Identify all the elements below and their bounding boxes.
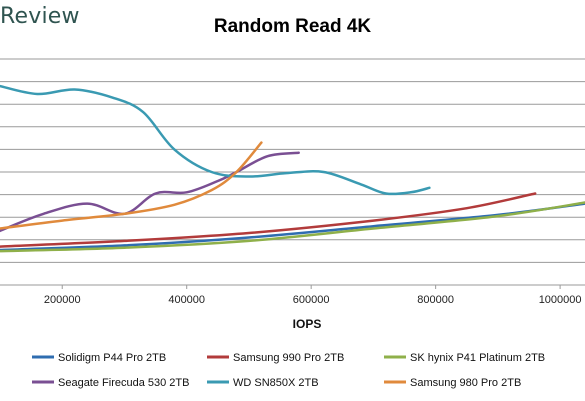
legend: Solidigm P44 Pro 2TB Samsung 990 Pro 2TB S… [32,352,545,389]
series-line-4 [0,151,300,233]
x-tick-label: 200000 [44,294,81,306]
legend-label: Seagate Firecuda 530 2TB [58,377,189,389]
legend-label: Samsung 990 Pro 2TB [233,352,344,364]
x-tick-label: 600000 [293,294,330,306]
x-tick-label: 800000 [417,294,454,306]
x-tick-labels: 200000 400000 600000 800000 1000000 [44,285,582,306]
series-lines [0,84,585,253]
legend-label: WD SN850X 2TB [233,377,319,389]
x-axis-title: IOPS [293,317,322,331]
chart-title: Random Read 4K [213,16,372,37]
x-tick-label: 1000000 [539,294,582,306]
brand-logo-text: Review [0,4,80,29]
legend-label: SK hynix P41 Platinum 2TB [410,352,545,364]
x-tick-label: 400000 [168,294,205,306]
gridlines [0,58,585,286]
legend-label: Samsung 980 Pro 2TB [410,377,521,389]
series-line-3 [0,201,585,253]
legend-label: Solidigm P44 Pro 2TB [58,352,166,364]
series-line-6 [0,141,263,230]
series-line-2 [0,192,537,248]
series-line-5 [0,84,431,196]
